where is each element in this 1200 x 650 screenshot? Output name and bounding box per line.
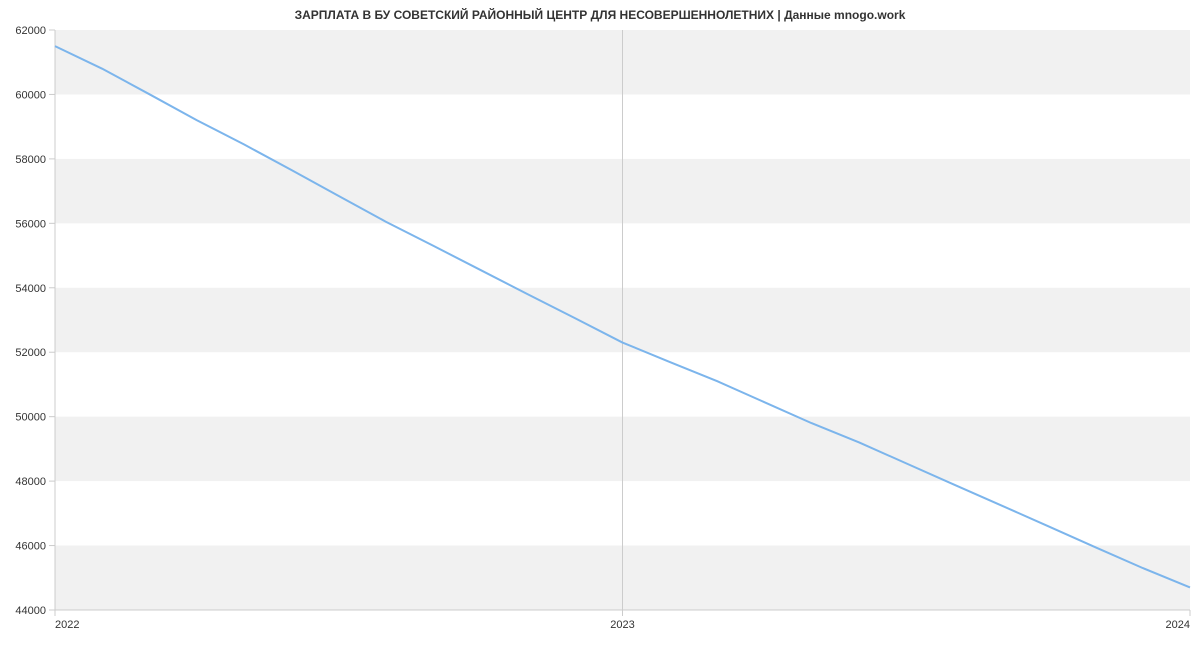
y-tick-label: 54000	[15, 283, 46, 295]
y-tick-label: 52000	[15, 347, 46, 359]
x-tick-label: 2024	[1166, 619, 1190, 631]
x-tick-label: 2022	[55, 619, 79, 631]
chart-area: 44000 46000 48000 50000 52000 54000 56000 58000…	[0, 22, 1200, 648]
y-tick-label: 50000	[15, 412, 46, 424]
line-chart-svg: 44000 46000 48000 50000 52000 54000 56000 58000…	[0, 22, 1200, 648]
y-tick-label: 58000	[15, 154, 46, 166]
y-tick-label: 48000	[15, 476, 46, 488]
y-tick-label: 60000	[15, 89, 46, 101]
chart-title: ЗАРПЛАТА В БУ СОВЕТСКИЙ РАЙОННЫЙ ЦЕНТР Д…	[0, 0, 1200, 22]
y-tick-label: 56000	[15, 218, 46, 230]
y-tick-label: 46000	[15, 541, 46, 553]
y-tick-label: 44000	[15, 605, 46, 617]
x-tick-label: 2023	[610, 619, 634, 631]
y-tick-label: 62000	[15, 25, 46, 37]
